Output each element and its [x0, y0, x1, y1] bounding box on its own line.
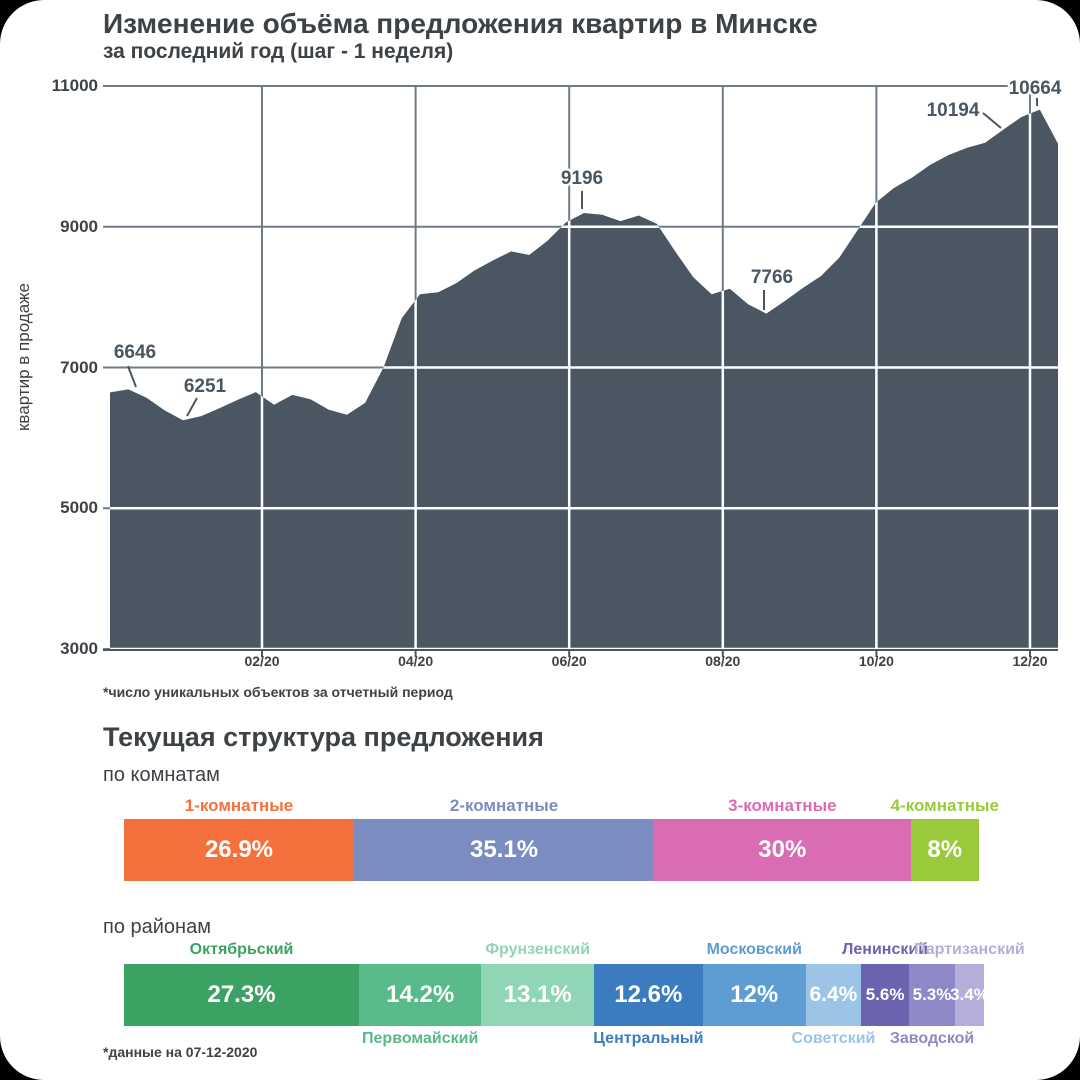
page-title: Изменение объёма предложения квартир в М…: [103, 8, 818, 39]
districts-segment-7: 5.3%: [909, 964, 955, 1026]
annotation-value-label: 10664: [1009, 78, 1062, 99]
y-axis-tick-label: 5000: [60, 498, 98, 518]
rooms-stacked-bar: 26.9% 35.1% 30% 8%: [124, 819, 979, 881]
districts-segment-value: 13.1%: [503, 981, 572, 1008]
districts-segment-1: 14.2%: [359, 964, 482, 1026]
annotation-value-label: 9196: [561, 168, 603, 189]
districts-category-label: Фрунзенский: [485, 941, 591, 958]
annotation-value-label: 6251: [184, 376, 227, 397]
districts-segment-0: 27.3%: [124, 964, 360, 1026]
districts-segment-value: 14.2%: [386, 981, 455, 1008]
rooms-category-label: 1-комнатные: [184, 796, 294, 815]
districts-category-label: Партизанский: [914, 941, 1025, 958]
rooms-category-label: 3-комнатные: [728, 796, 837, 815]
section-title: Текущая структура предложения: [103, 722, 544, 752]
rooms-category-label: 2-комнатные: [449, 796, 559, 815]
districts-segment-value: 12.6%: [614, 981, 683, 1008]
districts-segment-8: 3.4%: [950, 964, 989, 1026]
y-axis-tick-label: 3000: [60, 639, 98, 658]
districts-segment-3: 12.6%: [594, 964, 703, 1026]
districts-segment-value: 5.3%: [912, 985, 952, 1004]
y-axis-tick-label: 9000: [60, 216, 98, 236]
chart-footnote: *число уникальных объектов за отчетный п…: [103, 684, 453, 700]
rooms-segment-value: 8%: [927, 836, 963, 863]
districts-segment-5: 6.4%: [805, 964, 861, 1026]
rooms-category-label: 4-комнатные: [890, 796, 1000, 815]
area-series: [110, 109, 1058, 650]
x-axis-tick-label: 12/20: [1012, 653, 1048, 669]
districts-top-labels: Октябрьский Фрунзенский Московский Ленински…: [124, 941, 1025, 961]
districts-stacked-bar: 27.3% 14.2% 13.1% 12.6% 12% 6.4% 5.6% 5.3% 3.4%: [124, 964, 989, 1026]
districts-category-label: Заводской: [889, 1030, 975, 1047]
x-axis-tick-label: 08/20: [705, 653, 741, 669]
districts-category-label: Московский: [706, 941, 802, 958]
page-subtitle: за последний год (шаг - 1 неделя): [103, 40, 454, 63]
annotation-value-label: 10194: [927, 100, 980, 121]
rooms-segment-1: 35.1%: [353, 819, 655, 881]
annotation-leader-line: [127, 365, 137, 388]
districts-category-label: Первомайский: [362, 1030, 479, 1047]
districts-category-label: Октябрьский: [189, 941, 294, 958]
districts-category-label: Ленинский: [842, 941, 929, 958]
supply-area-chart: 6646 6251 9196 7766 10194 10664: [103, 78, 1062, 657]
x-axis-tick-label: 02/20: [244, 653, 280, 669]
rooms-segment-value: 26.9%: [204, 836, 274, 863]
x-axis-ticks: [261, 649, 1031, 657]
districts-bottom-labels: Первомайский Центральный Советский Заводско…: [124, 1030, 985, 1050]
annotation-leader-line: [186, 397, 198, 417]
districts-heading: по районам: [103, 916, 211, 938]
districts-segment-value: 6.4%: [809, 983, 858, 1006]
annotation-value-label: 6646: [114, 342, 156, 363]
districts-segment-6: 5.6%: [860, 964, 910, 1026]
districts-segment-value: 27.3%: [207, 981, 276, 1008]
x-axis-tick-label: 06/20: [551, 653, 587, 669]
districts-segment-value: 5.6%: [865, 985, 905, 1004]
districts-segment-2: 13.1%: [481, 964, 595, 1026]
rooms-heading: по комнатам: [103, 764, 220, 786]
y-axis-tick-label: 7000: [60, 357, 98, 377]
districts-category-label: Советский: [791, 1030, 876, 1047]
rooms-segment-value: 30%: [758, 836, 807, 863]
y-axis-tick-label: 11000: [51, 76, 98, 95]
annotation-leader-line: [982, 112, 1002, 129]
districts-segment-value: 3.4%: [950, 985, 989, 1004]
rooms-segment-0: 26.9%: [124, 819, 354, 881]
districts-segment-4: 12%: [702, 964, 806, 1026]
districts-footnote: *данные на 07-12-2020: [103, 1044, 258, 1060]
districts-category-label: Центральный: [593, 1030, 704, 1047]
annotation-value-label: 7766: [751, 267, 793, 288]
rooms-segment-3: 8%: [910, 819, 979, 881]
x-axis-tick-label: 10/20: [858, 653, 894, 669]
rooms-segment-value: 35.1%: [470, 836, 539, 863]
districts-segment-value: 12%: [730, 981, 779, 1008]
rooms-legend: 1-комнатные 2-комнатные 3-комнатные 4-комна…: [124, 796, 999, 816]
x-axis-tick-label: 04/20: [398, 653, 434, 669]
rooms-segment-2: 30%: [654, 819, 911, 881]
